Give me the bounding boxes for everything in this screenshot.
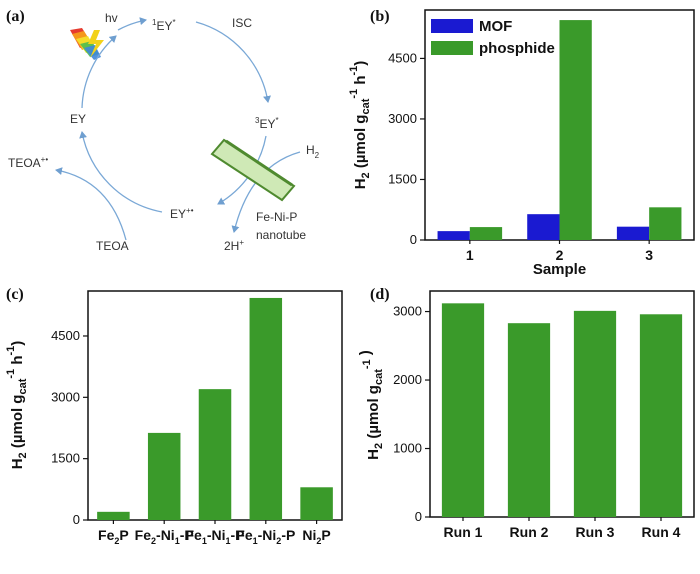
bar-phosphide-1	[469, 227, 503, 240]
bar-mof-2	[527, 214, 560, 240]
arrow-teoa-oxidation	[55, 167, 127, 241]
bar-mof-1	[437, 231, 470, 240]
proton-label: 2H+	[224, 238, 244, 253]
isc-label: ISC	[232, 16, 252, 30]
ey-ground-label: EY	[70, 112, 86, 126]
catalyst-label-line2: nanotube	[256, 228, 306, 242]
bar-phosphide-1	[97, 511, 130, 520]
y-tick-label: 0	[73, 512, 80, 527]
y-tick-label: 1500	[51, 451, 80, 466]
bar-phosphide-3	[198, 389, 232, 520]
x-tick-label: 2	[556, 247, 564, 263]
nanotube-rod-icon	[210, 138, 296, 202]
panel-d-label: (d)	[370, 286, 390, 303]
panel-a-label: (a)	[6, 8, 25, 25]
bar-phosphide-1	[441, 303, 485, 517]
x-tick-label: Ni2P	[302, 527, 330, 546]
bar-phosphide-4	[249, 297, 283, 520]
h2-label: H2	[306, 143, 320, 160]
bar-phosphide-2	[147, 432, 181, 520]
y-tick-label: 4500	[388, 50, 417, 65]
x-tick-label: Run 4	[642, 524, 681, 540]
panel-d-chart: (d) 0 1000 2000 3000 Run 1 Run 2 Run 3 Run 4 H2 …	[357, 286, 695, 540]
y-tick-label: 4500	[51, 328, 80, 343]
panel-a-scheme: (a) hv 1EY* ISC 3EY* H2 EY TEOA+• EY+• T…	[6, 8, 320, 253]
x-tick-label: Run 3	[576, 524, 615, 540]
x-tick-label: 3	[645, 247, 653, 263]
bar-phosphide-2	[507, 323, 551, 517]
plot-frame	[429, 290, 695, 518]
legend-swatch-mof	[431, 19, 473, 33]
x-tick-label: Fe2P	[98, 527, 129, 546]
bar-phosphide-3	[573, 310, 617, 517]
arrow-to-ey	[79, 131, 163, 213]
x-tick-label: Fe2-Ni1-P	[135, 527, 194, 546]
y-axis-title: H2 (µmol gcat-1 h-1)	[5, 341, 29, 470]
singlet-ey-label: 1EY*	[152, 18, 176, 33]
arrow-isc	[195, 21, 271, 103]
y-tick-label: 1000	[393, 441, 422, 456]
bar-phosphide-3	[649, 207, 682, 240]
rainbow-light-icon	[70, 28, 104, 60]
y-tick-label: 1500	[388, 171, 417, 186]
triplet-ey-label: 3EY*	[255, 116, 279, 131]
legend-label-phosphide: phosphide	[479, 40, 555, 57]
panel-b-label: (b)	[370, 8, 390, 25]
y-tick-label: 3000	[388, 111, 417, 126]
ey-radical-label: EY+•	[170, 206, 194, 221]
x-tick-label: Run 2	[510, 524, 549, 540]
y-axis-title: H2 (µmol gcat-1 )	[357, 350, 385, 460]
x-axis-title: Sample	[533, 261, 586, 278]
legend-swatch-phosphide	[431, 41, 473, 55]
bar-phosphide-4	[639, 314, 683, 517]
teoa-oxidized-label: TEOA+•	[8, 155, 48, 170]
bar-phosphide-2	[559, 20, 592, 240]
bar-mof-3	[616, 226, 650, 240]
legend-label-mof: MOF	[479, 18, 512, 35]
y-tick-label: 2000	[393, 372, 422, 387]
x-tick-label: Fe1-Ni1-P	[185, 527, 244, 546]
panel-c-label: (c)	[6, 286, 24, 303]
arrow-excitation	[117, 17, 147, 31]
x-tick-label: 1	[466, 247, 474, 263]
x-tick-label: Run 1	[444, 524, 483, 540]
y-tick-label: 3000	[51, 389, 80, 404]
bar-phosphide-5	[300, 487, 333, 520]
y-tick-label: 0	[410, 232, 417, 247]
panel-b-chart: (b) 0 1500 3000 4500 1 2 3 H2 (µmol gcat-1 h-1)…	[348, 8, 695, 278]
arrow-to-excited	[81, 35, 117, 109]
teoa-label: TEOA	[96, 239, 129, 253]
x-tick-label: Fe1-Ni2-P	[236, 527, 295, 546]
y-tick-label: 0	[415, 509, 422, 524]
panel-c-chart: (c) 0 1500 3000 4500 Fe2P Fe2-Ni1-PFe1-Ni1-PF…	[5, 286, 343, 546]
y-axis-title: H2 (µmol gcat-1 h-1)	[348, 61, 372, 190]
hv-label: hv	[105, 11, 118, 25]
y-tick-label: 3000	[393, 304, 422, 319]
catalyst-label-line1: Fe-Ni-P	[256, 210, 297, 224]
